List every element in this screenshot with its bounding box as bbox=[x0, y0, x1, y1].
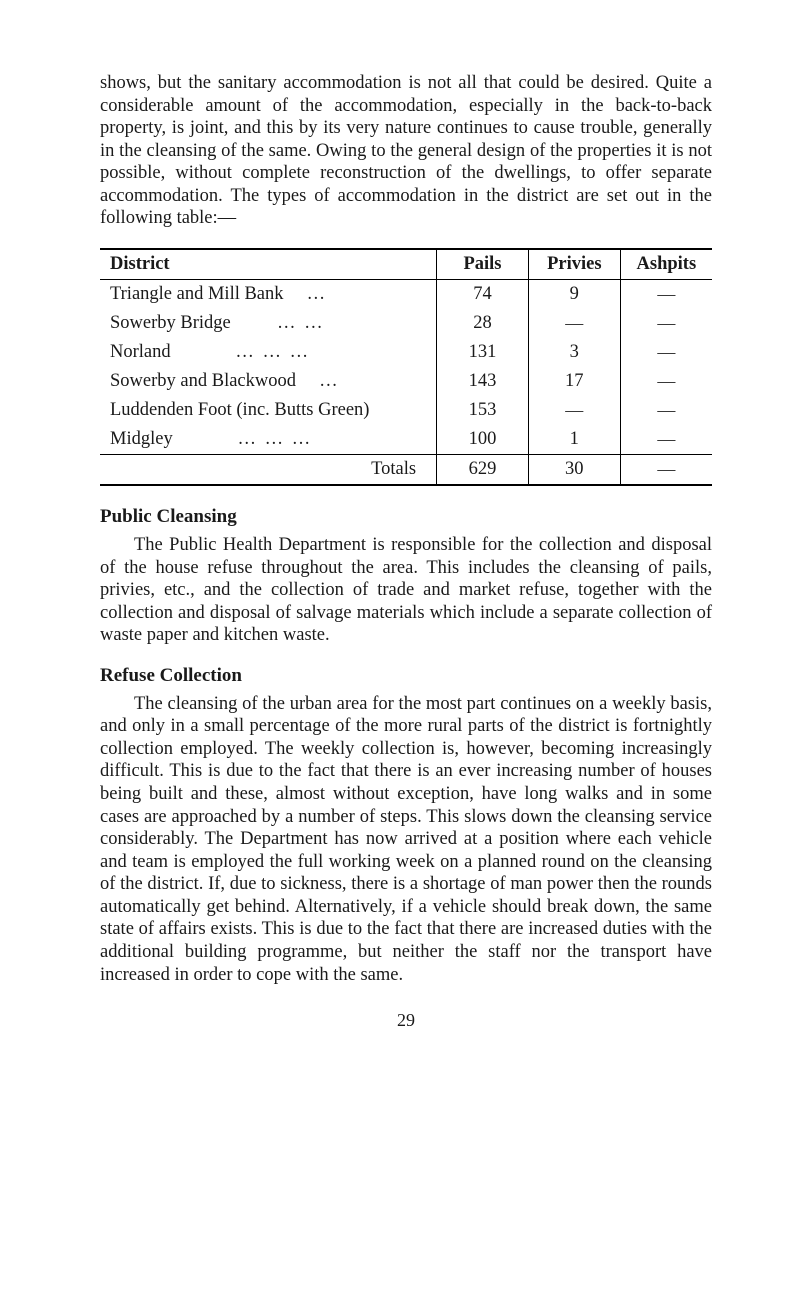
accommodation-table: District Pails Privies Ashpits Triangle … bbox=[100, 248, 712, 486]
cell-pails: 131 bbox=[437, 338, 529, 367]
cell-ashpits: — bbox=[620, 396, 712, 425]
totals-label: Totals bbox=[100, 454, 437, 485]
header-pails: Pails bbox=[437, 249, 529, 280]
dots: … bbox=[319, 371, 340, 391]
totals-ashpits: — bbox=[620, 454, 712, 485]
cell-pails: 100 bbox=[437, 425, 529, 455]
cell-privies: 3 bbox=[528, 338, 620, 367]
page: shows, but the sanitary accommodation is… bbox=[0, 0, 800, 1071]
page-number: 29 bbox=[100, 1010, 712, 1031]
table-row: Midgley … … … 100 1 — bbox=[100, 425, 712, 455]
header-district: District bbox=[100, 249, 437, 280]
table-row: Sowerby Bridge … … 28 — — bbox=[100, 309, 712, 338]
table-row: Sowerby and Blackwood … 143 17 — bbox=[100, 367, 712, 396]
cell-ashpits: — bbox=[620, 338, 712, 367]
cell-pails: 143 bbox=[437, 367, 529, 396]
district-name: Norland bbox=[110, 342, 171, 362]
header-privies: Privies bbox=[528, 249, 620, 280]
totals-pails: 629 bbox=[437, 454, 529, 485]
dots: … … … bbox=[237, 429, 312, 449]
table-row: Norland … … … 131 3 — bbox=[100, 338, 712, 367]
cell-privies: — bbox=[528, 396, 620, 425]
cell-pails: 28 bbox=[437, 309, 529, 338]
cell-ashpits: — bbox=[620, 425, 712, 455]
district-name: Luddenden Foot (inc. Butts Green) bbox=[110, 400, 369, 420]
cell-privies: 1 bbox=[528, 425, 620, 455]
dots: … … bbox=[277, 313, 325, 333]
intro-paragraph: shows, but the sanitary accommodation is… bbox=[100, 72, 712, 230]
table-totals-row: Totals 629 30 — bbox=[100, 454, 712, 485]
cell-privies: — bbox=[528, 309, 620, 338]
district-name: Sowerby Bridge bbox=[110, 313, 231, 333]
dots: … bbox=[307, 284, 328, 304]
table-row: Triangle and Mill Bank … 74 9 — bbox=[100, 279, 712, 309]
cell-ashpits: — bbox=[620, 367, 712, 396]
refuse-collection-paragraph: The cleansing of the urban area for the … bbox=[100, 693, 712, 986]
cell-ashpits: — bbox=[620, 309, 712, 338]
table-row: Luddenden Foot (inc. Butts Green) 153 — … bbox=[100, 396, 712, 425]
district-name: Triangle and Mill Bank bbox=[110, 284, 284, 304]
header-ashpits: Ashpits bbox=[620, 249, 712, 280]
cell-pails: 74 bbox=[437, 279, 529, 309]
heading-refuse-collection: Refuse Collection bbox=[100, 665, 712, 687]
cell-pails: 153 bbox=[437, 396, 529, 425]
totals-privies: 30 bbox=[528, 454, 620, 485]
dots: … … … bbox=[235, 342, 310, 362]
table-header-row: District Pails Privies Ashpits bbox=[100, 249, 712, 280]
public-cleansing-paragraph: The Public Health Department is responsi… bbox=[100, 534, 712, 647]
district-name: Sowerby and Blackwood bbox=[110, 371, 296, 391]
cell-privies: 9 bbox=[528, 279, 620, 309]
cell-ashpits: — bbox=[620, 279, 712, 309]
district-name: Midgley bbox=[110, 429, 173, 449]
cell-privies: 17 bbox=[528, 367, 620, 396]
heading-public-cleansing: Public Cleansing bbox=[100, 506, 712, 528]
